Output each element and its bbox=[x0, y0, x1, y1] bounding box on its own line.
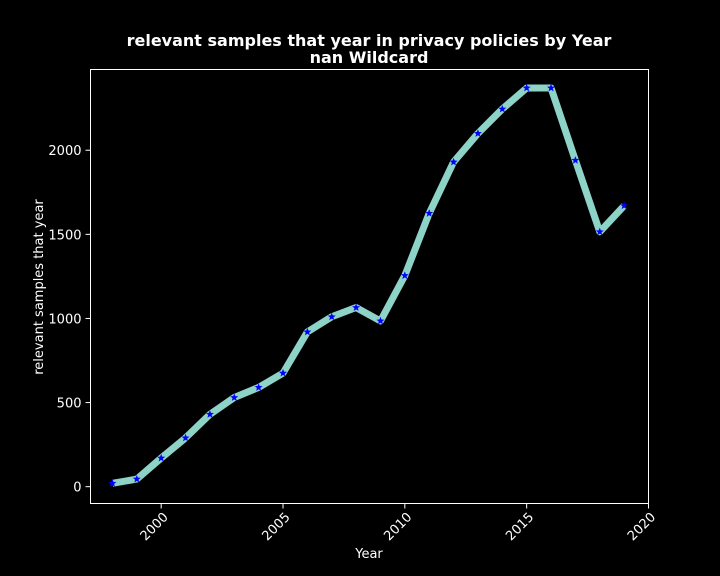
data-point-marker bbox=[132, 474, 141, 483]
data-point-marker bbox=[473, 129, 482, 137]
data-point-marker bbox=[522, 83, 531, 92]
data-point-marker bbox=[620, 201, 629, 210]
chart-title-line1: relevant samples that year in privacy po… bbox=[127, 31, 612, 50]
data-series bbox=[108, 83, 629, 487]
data-point-marker bbox=[352, 303, 361, 311]
y-tick-label: 0 bbox=[73, 481, 81, 496]
x-tick-label: 2005 bbox=[260, 510, 294, 544]
data-point-marker bbox=[157, 453, 166, 462]
data-point-marker bbox=[547, 83, 556, 92]
data-point-marker bbox=[449, 157, 458, 166]
data-point-marker bbox=[279, 368, 287, 377]
y-axis: 0 500 1000 1500 2000 bbox=[48, 144, 91, 496]
x-tick-label: 2000 bbox=[138, 510, 172, 544]
data-point-marker bbox=[595, 227, 604, 236]
plot-frame bbox=[90, 69, 649, 504]
data-point-marker bbox=[303, 327, 312, 336]
x-axis: 2000 2005 2010 2015 2020 bbox=[138, 503, 659, 544]
y-tick-label: 2000 bbox=[48, 144, 81, 159]
data-point-marker bbox=[230, 393, 239, 401]
data-point-marker bbox=[254, 383, 263, 391]
y-axis-label: relevant samples that year bbox=[32, 199, 47, 375]
x-tick-label: 2015 bbox=[503, 510, 537, 544]
y-tick-label: 500 bbox=[57, 397, 82, 412]
x-tick-label: 2020 bbox=[625, 510, 659, 544]
x-tick-label: 2010 bbox=[381, 510, 415, 544]
data-point-marker bbox=[108, 479, 117, 487]
data-point-marker bbox=[425, 209, 434, 217]
data-point-marker bbox=[205, 410, 214, 418]
data-point-marker bbox=[498, 104, 507, 113]
series-line bbox=[111, 84, 627, 487]
data-point-marker bbox=[376, 316, 385, 325]
data-point-marker bbox=[400, 271, 409, 279]
y-tick-label: 1000 bbox=[48, 312, 81, 327]
chart-title-line2: nan Wildcard bbox=[310, 48, 429, 67]
x-axis-label: Year bbox=[354, 547, 383, 562]
data-point-marker bbox=[181, 433, 190, 442]
data-point-marker bbox=[571, 156, 580, 164]
data-point-marker bbox=[327, 312, 336, 321]
y-tick-label: 1500 bbox=[48, 228, 81, 243]
